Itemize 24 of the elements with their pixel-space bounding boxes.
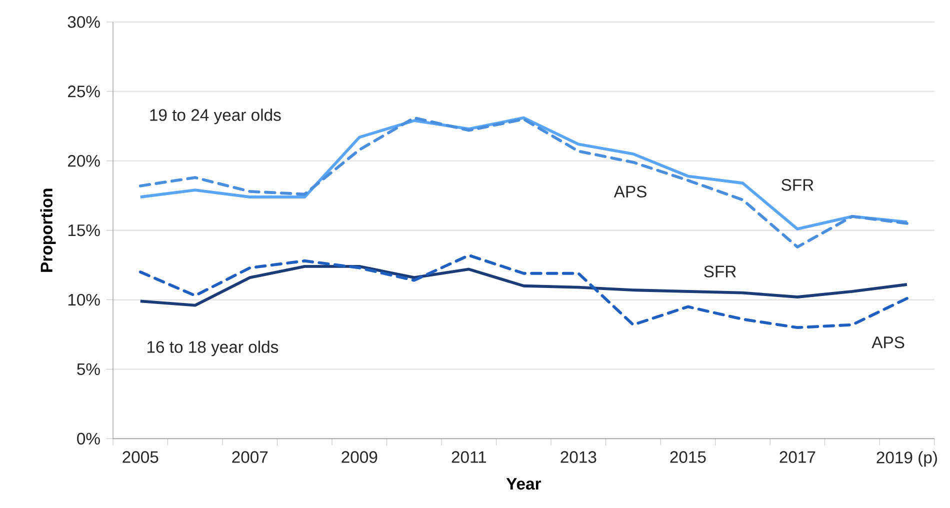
x-tick-label: 2009 [342, 451, 378, 463]
annotation: 16 to 18 year olds [147, 340, 278, 356]
y-tick-label: 30% [68, 16, 100, 28]
y-tick-label: 0% [77, 432, 100, 445]
series-label: SFR [782, 179, 814, 191]
x-tick-label: 2011 [452, 451, 486, 463]
y-tick-label: 10% [68, 294, 100, 306]
x-tick-label: 2013 [560, 451, 596, 463]
y-tick-label: 5% [77, 363, 100, 376]
series-label: APS [614, 186, 646, 198]
y-tick-label: 20% [68, 155, 100, 167]
y-tick-label: 25% [68, 86, 100, 98]
x-tick-label: 2007 [232, 451, 268, 463]
series-label: SFR [704, 266, 736, 278]
x-tick-label: 2005 [122, 451, 158, 463]
x-tick-label: 2019 (p) [876, 451, 937, 467]
series-label: APS [872, 336, 904, 348]
x-axis-title: Year [506, 478, 542, 490]
x-tick-label: 2017 [780, 451, 816, 463]
y-tick-label: 15% [68, 224, 100, 236]
annotation: 19 to 24 year olds [150, 108, 281, 124]
line-series [138, 254, 908, 330]
y-axis-title: Proportion [40, 188, 56, 272]
x-tick-label: 2015 [670, 451, 706, 463]
